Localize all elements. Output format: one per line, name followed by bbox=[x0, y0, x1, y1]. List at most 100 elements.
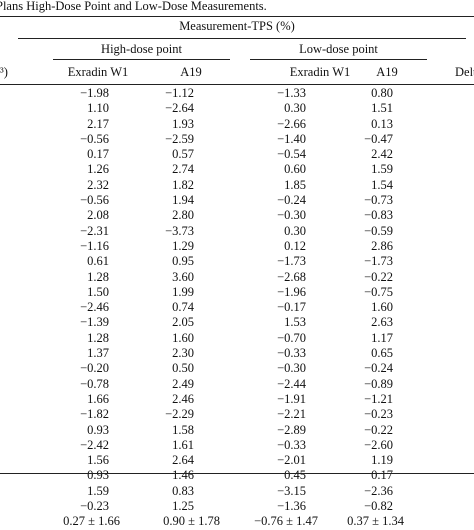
top-rule bbox=[0, 16, 474, 17]
table-cell: 2.74 bbox=[172, 162, 194, 177]
table-cell: 1.66 bbox=[87, 391, 109, 406]
table-cell: 1.29 bbox=[172, 238, 194, 253]
table-cell: −0.47 bbox=[364, 131, 393, 146]
table-cell: 0.74 bbox=[172, 300, 194, 315]
table-caption: Plans High-Dose Point and Low-Dose Measu… bbox=[0, 0, 267, 13]
table-row: −2.31 −3.73 0.30 −0.59 bbox=[0, 224, 474, 239]
table-row: 2.08 2.80 −0.30 −0.83 bbox=[0, 208, 474, 223]
table-cell: 0.83 bbox=[172, 483, 194, 498]
low-dose-underline bbox=[250, 59, 427, 60]
table-row: −0.20 0.50 −0.30 −0.24 bbox=[0, 361, 474, 376]
table-cell: 1.58 bbox=[172, 422, 194, 437]
table-cell: 0.60 bbox=[284, 162, 306, 177]
table-cell: −0.23 bbox=[364, 407, 393, 422]
table-row: −0.23 1.25 −1.36 −0.82 bbox=[0, 499, 474, 514]
table-cell: 0.17 bbox=[87, 147, 109, 162]
table-row: −2.46 0.74 −0.17 1.60 bbox=[0, 300, 474, 315]
table-row: 0.93 1.46 0.45 0.17 bbox=[0, 468, 474, 483]
table-cell: −2.46 bbox=[80, 300, 109, 315]
table-row: 1.37 2.30 −0.33 0.65 bbox=[0, 346, 474, 361]
table-cell: −2.31 bbox=[80, 223, 109, 238]
table-cell: −1.33 bbox=[277, 86, 306, 100]
right-column-header-fragment: Delt bbox=[455, 65, 474, 79]
table-cell: −0.22 bbox=[364, 422, 393, 437]
table-row: −1.82 −2.29 −2.21 −0.23 bbox=[0, 407, 474, 422]
table-cell: −0.78 bbox=[80, 376, 109, 391]
table-cell: 1.56 bbox=[87, 453, 109, 468]
table-cell: 0.80 bbox=[371, 86, 393, 100]
table-row: −0.78 2.49 −2.44 −0.89 bbox=[0, 377, 474, 392]
table-row: 1.26 2.74 0.60 1.59 bbox=[0, 162, 474, 177]
table-cell: 1.59 bbox=[371, 162, 393, 177]
table-cell: −0.73 bbox=[364, 193, 393, 208]
table-cell: −1.39 bbox=[80, 315, 109, 330]
column-header-high-exradin: Exradin W1 bbox=[67, 65, 129, 79]
table-cell: −1.21 bbox=[364, 391, 393, 406]
table-body: −1.98 −1.12 −1.33 0.80 1.10 −2.64 0.30 1.51 2.17… bbox=[0, 86, 474, 530]
table-cell: 1.28 bbox=[87, 269, 109, 284]
table-cell: −2.21 bbox=[277, 407, 306, 422]
table-cell: −0.30 bbox=[277, 208, 306, 223]
high-dose-header: High-dose point bbox=[101, 42, 182, 56]
summary-cell: 0.90 ± 1.78 bbox=[163, 514, 220, 529]
table-cell: −2.66 bbox=[277, 116, 306, 131]
table-row: 0.61 0.95 −1.73 −1.73 bbox=[0, 254, 474, 269]
table-row: −0.56 1.94 −0.24 −0.73 bbox=[0, 193, 474, 208]
table-cell: 0.12 bbox=[284, 238, 306, 253]
table-cell: −3.73 bbox=[165, 223, 194, 238]
table-cell: −0.56 bbox=[80, 193, 109, 208]
table-cell: −0.33 bbox=[277, 346, 306, 361]
table-cell: 1.93 bbox=[172, 116, 194, 131]
table-cell: 1.19 bbox=[371, 453, 393, 468]
table-cell: 0.93 bbox=[87, 468, 109, 483]
table-cell: −2.89 bbox=[277, 422, 306, 437]
table-cell: 2.86 bbox=[371, 238, 393, 253]
table-cell: −0.22 bbox=[364, 269, 393, 284]
table-cell: −1.91 bbox=[277, 391, 306, 406]
summary-cell: 0.37 ± 1.34 bbox=[347, 514, 404, 529]
table-row: −1.39 2.05 1.53 2.63 bbox=[0, 315, 474, 330]
table-cell: −2.64 bbox=[165, 101, 194, 116]
table-cell: 2.42 bbox=[371, 147, 393, 162]
table-cell: 2.64 bbox=[172, 453, 194, 468]
table-cell: 1.61 bbox=[172, 437, 194, 452]
table-row: 1.66 2.46 −1.91 −1.21 bbox=[0, 392, 474, 407]
table-cell: 0.61 bbox=[87, 254, 109, 269]
table-cell: −0.70 bbox=[277, 330, 306, 345]
table-cell: −2.44 bbox=[277, 376, 306, 391]
column-header-high-a19: A19 bbox=[180, 65, 202, 79]
table-cell: −0.33 bbox=[277, 437, 306, 452]
table-cell: −0.56 bbox=[80, 131, 109, 146]
table-cell: 0.17 bbox=[371, 468, 393, 483]
table-cell: 2.30 bbox=[172, 346, 194, 361]
table-cell: 2.32 bbox=[87, 177, 109, 192]
table-cell: 2.08 bbox=[87, 208, 109, 223]
table-cell: 1.94 bbox=[172, 193, 194, 208]
table-row: 1.59 0.83 −3.15 −2.36 bbox=[0, 484, 474, 499]
table-row: 2.32 1.82 1.85 1.54 bbox=[0, 178, 474, 193]
column-header-low-a19: A19 bbox=[376, 65, 398, 79]
table-cell: −0.30 bbox=[277, 361, 306, 376]
table-cell: −3.15 bbox=[277, 483, 306, 498]
table-cell: 1.85 bbox=[284, 177, 306, 192]
group-underline bbox=[18, 38, 466, 39]
table-cell: −2.36 bbox=[364, 483, 393, 498]
table-cell: −0.20 bbox=[80, 361, 109, 376]
table-cell: 1.51 bbox=[371, 101, 393, 116]
table-cell: −0.23 bbox=[80, 499, 109, 514]
table-cell: −1.73 bbox=[277, 254, 306, 269]
table-row: 1.50 1.99 −1.96 −0.75 bbox=[0, 285, 474, 300]
table-cell: 0.30 bbox=[284, 223, 306, 238]
table-cell: 1.10 bbox=[87, 101, 109, 116]
table-cell: 3.60 bbox=[172, 269, 194, 284]
left-column-header-fragment: ³) bbox=[0, 65, 8, 79]
table-cell: 1.26 bbox=[87, 162, 109, 177]
table-row: −2.42 1.61 −0.33 −2.60 bbox=[0, 438, 474, 453]
summary-cell: 0.27 ± 1.66 bbox=[63, 514, 120, 529]
table-cell: 2.05 bbox=[172, 315, 194, 330]
table-cell: −0.82 bbox=[364, 499, 393, 514]
table-row: 1.28 3.60 −2.68 −0.22 bbox=[0, 270, 474, 285]
table-cell: 1.25 bbox=[172, 499, 194, 514]
summary-cell: −0.76 ± 1.47 bbox=[254, 514, 318, 529]
table-cell: −0.24 bbox=[277, 193, 306, 208]
